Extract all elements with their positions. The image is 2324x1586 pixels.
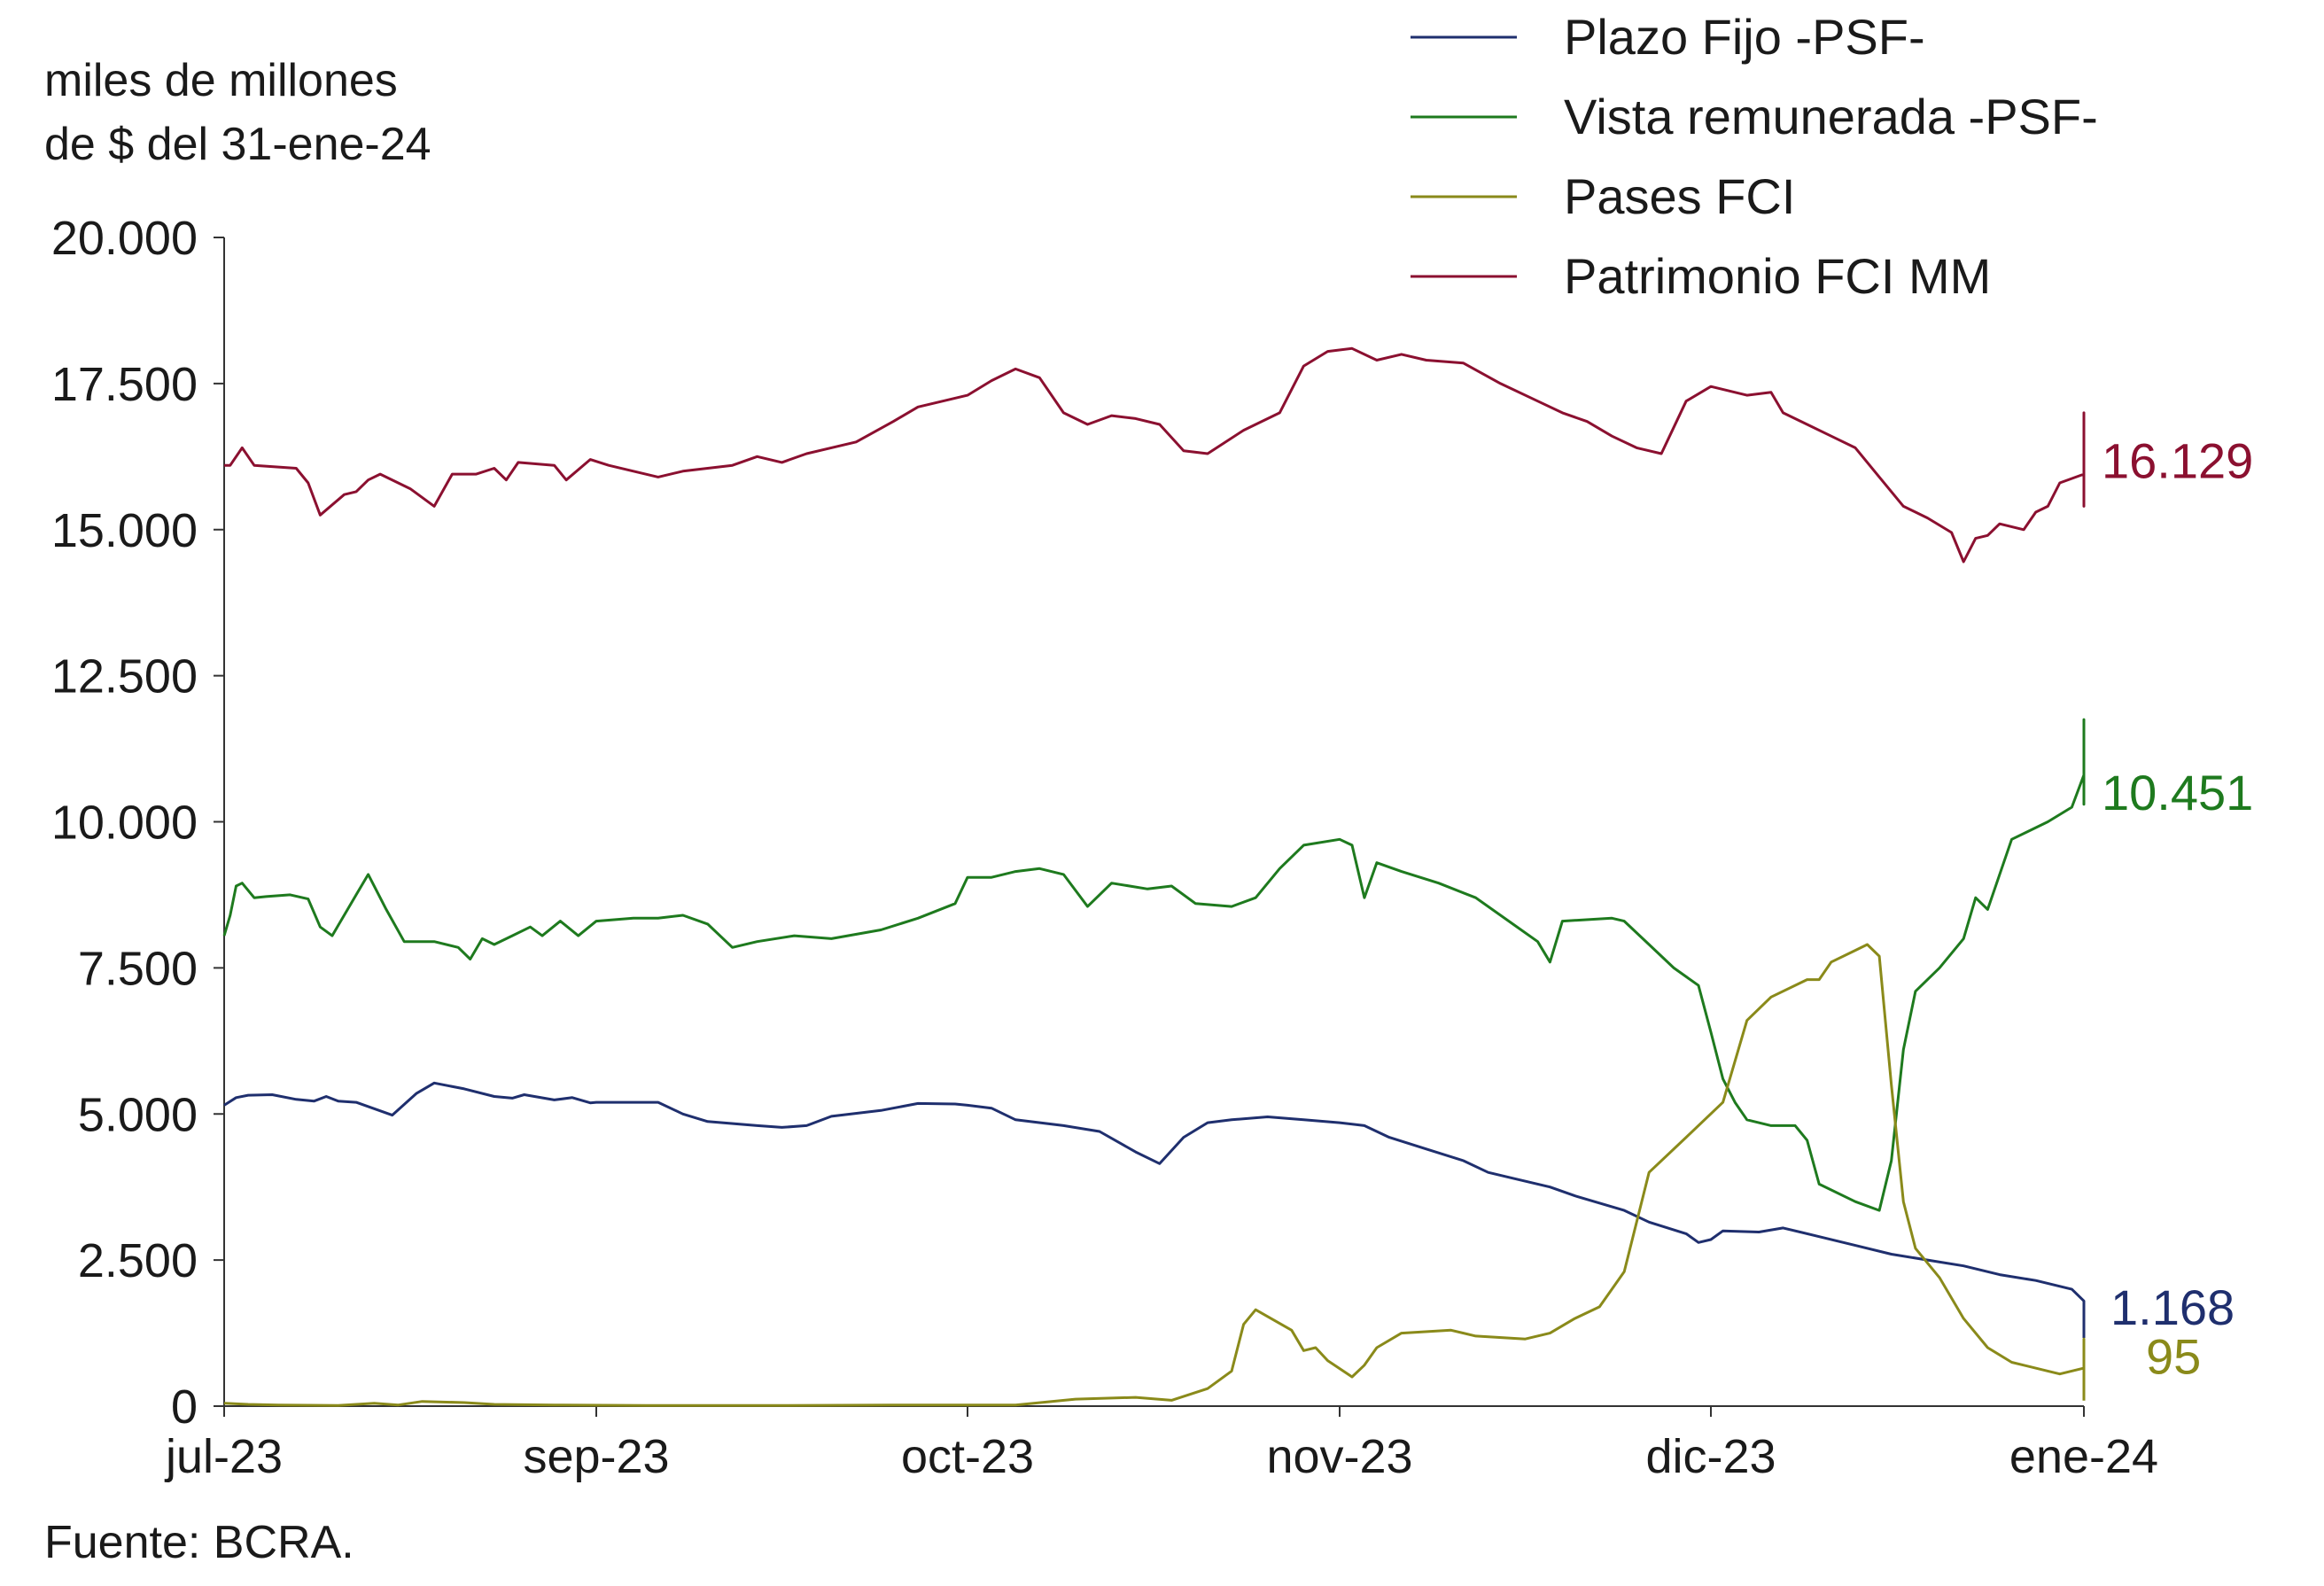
series-lines [222,346,2086,1407]
x-tick-label: ene-24 [2009,1430,2158,1483]
legend: Plazo Fijo -PSF- Vista remunerada -PSF- Pa… [1411,9,2098,304]
series-line-0 [223,1081,2086,1338]
y-tick-label: 12.500 [51,650,198,704]
unit-label-line2: de $ del 31-ene-24 [44,119,431,170]
end-label-1: 10.451 [2102,765,2253,820]
y-tick-label: 0 [171,1380,198,1434]
end-label-3: 16.129 [2102,432,2253,488]
y-tick-label: 10.000 [51,797,198,850]
series-line-1 [222,718,2086,1212]
legend-label-1: Vista remunerada -PSF- [1564,89,2098,144]
y-axis: 0 2.500 5.000 7.500 10.000 12.500 15.000 17.500… [51,212,225,1434]
series-line-2 [223,943,2086,1407]
x-tick-label: oct-23 [901,1430,1034,1483]
y-tick-label: 17.500 [51,358,198,411]
source-note: Fuente: BCRA. [44,1517,354,1568]
end-labels: 1.168 10.451 95 16.129 [2102,432,2253,1384]
series-line-3 [224,346,2086,564]
y-tick-label: 2.500 [78,1234,198,1287]
y-tick-label: 15.000 [51,504,198,557]
legend-label-2: Pases FCI [1564,168,1795,224]
end-label-0: 1.168 [2110,1279,2235,1335]
end-label-2: 95 [2146,1329,2201,1385]
y-tick-label: 20.000 [51,212,198,265]
unit-label-line1: miles de millones [44,55,398,106]
x-tick-label: sep-23 [523,1430,669,1483]
legend-label-0: Plazo Fijo -PSF- [1564,9,1925,65]
x-tick-label: nov-23 [1266,1430,1412,1483]
y-tick-label: 5.000 [78,1088,198,1141]
x-axis: jul-23 sep-23 oct-23 nov-23 dic-23 ene-24 [164,1405,2158,1483]
x-tick-label: dic-23 [1645,1430,1776,1483]
x-tick-label: jul-23 [164,1430,283,1483]
y-tick-label: 7.500 [78,942,198,995]
legend-label-3: Patrimonio FCI MM [1564,248,1991,304]
